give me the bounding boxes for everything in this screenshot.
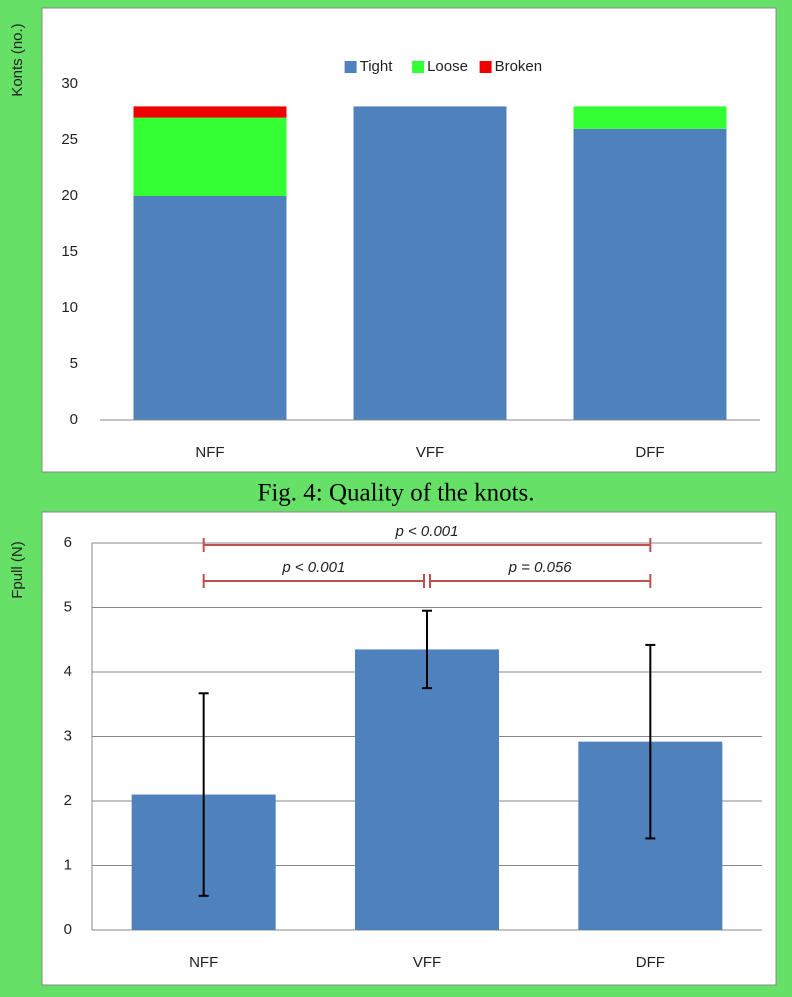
bar-segment [133, 196, 287, 420]
y-tick-label: 30 [61, 75, 78, 92]
x-tick-label: NFF [189, 954, 218, 971]
y-tick-label: 25 [61, 131, 78, 148]
legend-label: Loose [427, 58, 468, 75]
y-tick-label: 4 [64, 663, 72, 680]
annotation: p < 0.001 [395, 523, 459, 540]
legend-label: Tight [360, 58, 394, 75]
x-tick-label: DFF [635, 444, 664, 461]
legend-swatch [412, 61, 425, 73]
x-tick-label: VFF [413, 954, 441, 971]
legend-swatch [344, 61, 357, 73]
y-tick-label: 5 [70, 355, 78, 372]
y-tick-label: 15 [61, 243, 78, 260]
y-axis-label: Konts (no.) [9, 23, 26, 96]
y-tick-label: 0 [64, 921, 72, 938]
caption: Fig. 4: Quality of the knots. [257, 480, 534, 507]
bar-segment [573, 106, 727, 129]
y-tick-label: 6 [64, 534, 72, 551]
legend-label: Broken [495, 58, 543, 75]
bar-segment [573, 128, 727, 421]
y-tick-label: 1 [64, 856, 72, 873]
y-tick-label: 5 [64, 598, 72, 615]
bar-segment [133, 106, 287, 118]
y-tick-label: 10 [61, 299, 78, 316]
y-tick-label: 0 [70, 411, 78, 428]
x-tick-label: VFF [416, 444, 444, 461]
annotation: p = 0.056 [508, 559, 573, 576]
annotation: p < 0.001 [281, 559, 345, 576]
legend-swatch [479, 61, 492, 73]
y-axis-label: Fpull (N) [9, 541, 26, 599]
y-tick-label: 20 [61, 187, 78, 204]
x-tick-label: NFF [195, 444, 224, 461]
bar-segment [353, 106, 507, 421]
bar [355, 649, 499, 930]
bar-segment [133, 117, 287, 196]
y-tick-label: 2 [64, 792, 72, 809]
y-tick-label: 3 [64, 727, 72, 744]
x-tick-label: DFF [636, 954, 665, 971]
